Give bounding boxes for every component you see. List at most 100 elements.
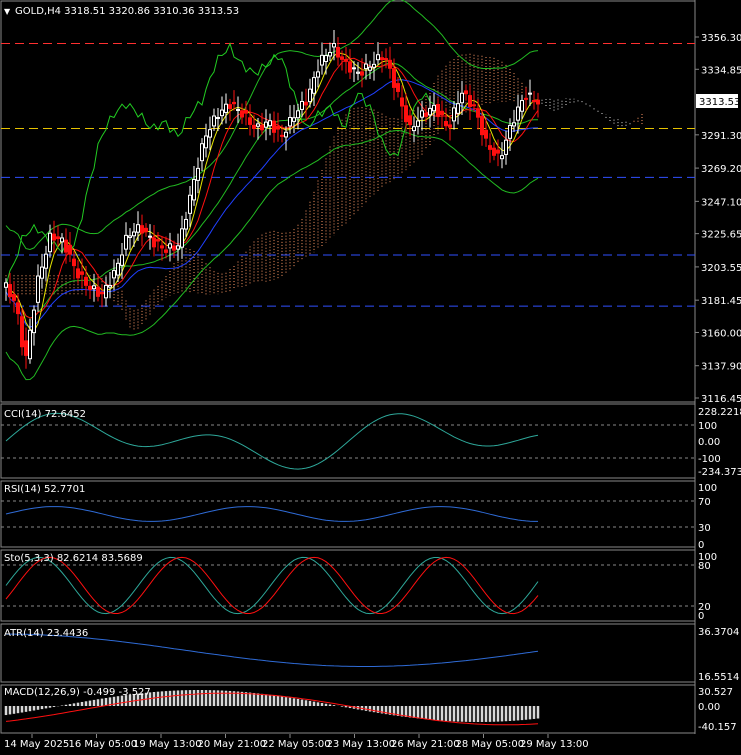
candle-body[interactable] — [408, 115, 412, 126]
candle-body[interactable] — [532, 100, 536, 103]
candle-body[interactable] — [252, 124, 256, 129]
candle-body[interactable] — [424, 112, 428, 117]
candle-body[interactable] — [352, 67, 356, 70]
candle-body[interactable] — [308, 88, 312, 103]
candle-body[interactable] — [448, 124, 452, 128]
candle-body[interactable] — [124, 234, 128, 250]
candle-body[interactable] — [236, 108, 240, 111]
candle-body[interactable] — [304, 101, 308, 106]
candle-body[interactable] — [340, 56, 344, 60]
candle-body[interactable] — [212, 115, 216, 127]
candle-body[interactable] — [108, 284, 112, 288]
candle-body[interactable] — [360, 71, 364, 76]
candle-body[interactable] — [348, 61, 352, 73]
candle-body[interactable] — [136, 224, 140, 233]
candle-body[interactable] — [248, 117, 252, 125]
candle-body[interactable] — [472, 104, 476, 107]
candle-body[interactable] — [496, 149, 500, 154]
candle-body[interactable] — [512, 122, 516, 127]
candle-body[interactable] — [280, 134, 284, 137]
candle-body[interactable] — [468, 95, 472, 107]
candle-body[interactable] — [4, 282, 8, 288]
candle-body[interactable] — [264, 121, 268, 128]
candle-body[interactable] — [300, 100, 304, 110]
candle-body[interactable] — [392, 68, 396, 88]
candle-body[interactable] — [440, 110, 444, 116]
candle-body[interactable] — [292, 117, 296, 122]
candle-body[interactable] — [204, 135, 208, 149]
candle-body[interactable] — [216, 116, 220, 119]
candle-body[interactable] — [272, 120, 276, 133]
candle-body[interactable] — [172, 245, 176, 251]
candle-body[interactable] — [368, 66, 372, 71]
candle-body[interactable] — [60, 237, 64, 243]
candle-body[interactable] — [520, 100, 524, 112]
candle-body[interactable] — [276, 125, 280, 130]
candle-body[interactable] — [84, 276, 88, 286]
candle-body[interactable] — [404, 105, 408, 123]
candle-body[interactable] — [420, 110, 424, 118]
candle-body[interactable] — [112, 270, 116, 279]
candle-body[interactable] — [28, 329, 32, 360]
candle-body[interactable] — [396, 83, 400, 92]
candle-body[interactable] — [524, 97, 528, 100]
price-candles[interactable] — [4, 30, 540, 369]
candle-body[interactable] — [452, 107, 456, 122]
candle-body[interactable] — [20, 316, 24, 348]
candle-body[interactable] — [364, 63, 368, 70]
candle-body[interactable] — [380, 57, 384, 61]
candle-body[interactable] — [436, 103, 440, 117]
candle-body[interactable] — [64, 239, 68, 253]
candle-body[interactable] — [332, 43, 336, 48]
candle-body[interactable] — [444, 121, 448, 127]
candle-body[interactable] — [164, 249, 168, 253]
candle-body[interactable] — [140, 225, 144, 234]
candle-body[interactable] — [32, 309, 36, 334]
candle-body[interactable] — [260, 124, 264, 131]
candle-body[interactable] — [40, 266, 44, 279]
candle-body[interactable] — [232, 101, 236, 105]
candle-body[interactable] — [400, 97, 404, 107]
candle-body[interactable] — [148, 235, 152, 238]
candle-body[interactable] — [344, 59, 348, 62]
candle-body[interactable] — [484, 129, 488, 139]
candle-body[interactable] — [428, 107, 432, 116]
candle-body[interactable] — [184, 218, 188, 230]
candle-body[interactable] — [72, 258, 76, 267]
candle-body[interactable] — [500, 155, 504, 160]
candle-body[interactable] — [56, 236, 60, 240]
candle-body[interactable] — [432, 104, 436, 112]
candle-body[interactable] — [240, 110, 244, 118]
candle-body[interactable] — [388, 59, 392, 69]
candle-body[interactable] — [528, 92, 532, 95]
candle-body[interactable] — [96, 286, 100, 297]
candle-body[interactable] — [88, 285, 92, 290]
candle-body[interactable] — [156, 239, 160, 242]
candle-body[interactable] — [460, 92, 464, 104]
candle-body[interactable] — [504, 139, 508, 155]
candle-body[interactable] — [456, 103, 460, 114]
candle-body[interactable] — [100, 291, 104, 295]
candle-body[interactable] — [24, 340, 28, 356]
candle-body[interactable] — [412, 126, 416, 132]
candle-body[interactable] — [192, 178, 196, 201]
candle-body[interactable] — [144, 227, 148, 233]
horizontal-levels[interactable] — [1, 42, 695, 307]
candle-body[interactable] — [320, 54, 324, 66]
candle-body[interactable] — [488, 145, 492, 150]
candle-body[interactable] — [516, 106, 520, 121]
candle-body[interactable] — [464, 90, 468, 95]
candle-body[interactable] — [328, 52, 332, 57]
candle-body[interactable] — [492, 147, 496, 156]
candle-body[interactable] — [228, 104, 232, 109]
candle-body[interactable] — [416, 120, 420, 127]
candle-body[interactable] — [12, 294, 16, 301]
candle-body[interactable] — [224, 103, 228, 113]
candle-body[interactable] — [76, 268, 80, 279]
candle-body[interactable] — [80, 271, 84, 275]
candle-body[interactable] — [44, 253, 48, 269]
candle-body[interactable] — [336, 46, 340, 58]
candle-body[interactable] — [200, 143, 204, 162]
candle-body[interactable] — [244, 109, 248, 114]
